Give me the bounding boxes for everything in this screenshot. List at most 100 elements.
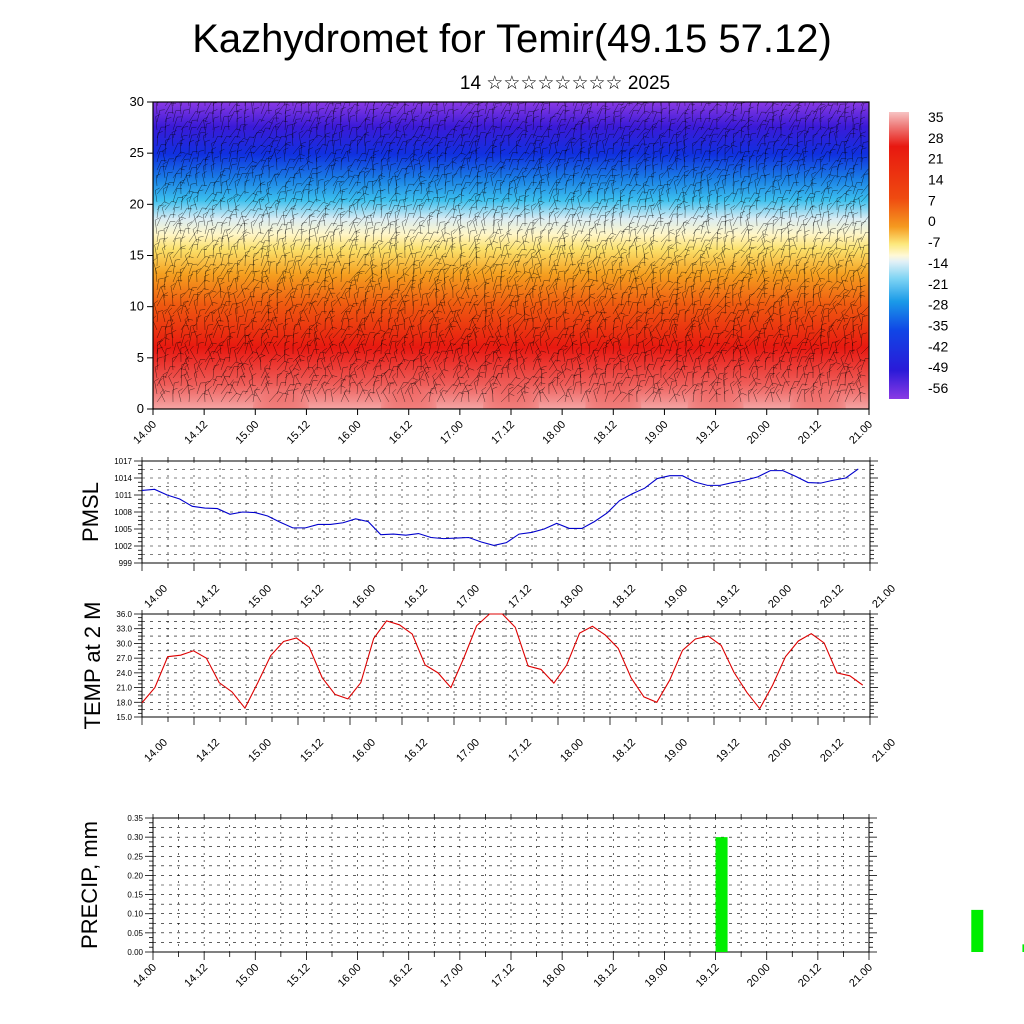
wind-barb bbox=[265, 380, 270, 395]
wind-barb bbox=[249, 290, 255, 307]
wind-barb bbox=[188, 274, 194, 291]
wind-barb bbox=[235, 306, 240, 323]
wind-barb bbox=[324, 123, 330, 139]
wind-barb bbox=[228, 213, 237, 227]
wind-barb bbox=[228, 235, 234, 251]
wind-barb bbox=[158, 378, 166, 395]
wind-barb bbox=[304, 307, 310, 323]
y-tick-label: 0.00 bbox=[127, 948, 143, 957]
y-tick-label: 0.05 bbox=[127, 929, 143, 938]
wind-barb bbox=[212, 203, 218, 219]
wind-barb bbox=[204, 380, 211, 395]
wind-barb bbox=[248, 377, 254, 395]
wind-barb bbox=[288, 266, 294, 283]
panel-grid bbox=[142, 614, 870, 717]
x-tick-label: 20.00 bbox=[766, 583, 794, 611]
x-tick-label: 15.00 bbox=[246, 583, 274, 611]
wind-barb bbox=[176, 340, 182, 355]
wind-barb bbox=[192, 226, 198, 243]
wind-barb bbox=[234, 178, 240, 195]
wind-barb bbox=[233, 290, 238, 307]
temperature-heatmap: 0 5 10 15 20 25 30 14.00 14.12 15.00 15.12 16.00 16… bbox=[130, 94, 876, 447]
wind-barb bbox=[260, 319, 273, 331]
wind-barb bbox=[196, 315, 202, 331]
wind-barb bbox=[260, 305, 272, 315]
precip-bar bbox=[971, 909, 984, 952]
precip-panel: 0.00 0.05 0.10 0.15 0.20 0.25 0.30 0.35 14.00 14.… bbox=[77, 814, 1024, 990]
wind-barb bbox=[228, 209, 240, 219]
wind-barb bbox=[156, 173, 161, 187]
wind-barb bbox=[283, 147, 289, 163]
y-tick-label: 0.30 bbox=[127, 833, 143, 842]
wind-barb bbox=[164, 333, 172, 347]
wind-barb bbox=[227, 267, 233, 283]
wind-barb bbox=[169, 314, 175, 331]
wind-barb bbox=[284, 134, 293, 147]
wind-barb bbox=[250, 146, 255, 163]
wind-barb bbox=[234, 347, 239, 363]
wind-barb bbox=[260, 150, 272, 163]
wind-barb bbox=[164, 221, 176, 235]
wind-barb bbox=[284, 227, 291, 243]
wind-barb bbox=[276, 372, 283, 387]
wind-barb bbox=[242, 229, 248, 243]
wind-barb bbox=[172, 206, 180, 219]
wind-barb bbox=[300, 129, 313, 139]
x-tick-label: 17.12 bbox=[506, 737, 534, 765]
y-tick-label: 0.20 bbox=[127, 871, 143, 880]
wind-barb bbox=[292, 153, 305, 163]
wind-barb bbox=[196, 291, 203, 307]
wind-barb bbox=[332, 181, 343, 195]
wind-barb bbox=[220, 170, 226, 187]
wind-barb bbox=[179, 102, 182, 115]
wind-barb bbox=[196, 309, 206, 323]
wind-barb bbox=[282, 235, 287, 251]
wind-barb bbox=[300, 200, 314, 211]
wind-barb bbox=[264, 268, 270, 283]
wind-barb bbox=[216, 315, 222, 331]
wind-barb bbox=[228, 135, 241, 147]
wind-barb bbox=[236, 269, 244, 283]
wind-barb bbox=[236, 301, 242, 315]
wind-barb bbox=[308, 147, 313, 163]
wind-barb bbox=[242, 124, 248, 139]
y-axis-label: TEMP at 2 M bbox=[80, 602, 105, 730]
wind-barb bbox=[289, 364, 294, 379]
wind-barb bbox=[244, 340, 254, 355]
colorbar-label: -42 bbox=[928, 338, 948, 354]
wind-barb bbox=[220, 210, 233, 219]
wind-barb bbox=[323, 245, 329, 259]
wind-barb bbox=[260, 331, 268, 347]
x-tick-label: 16.12 bbox=[402, 737, 430, 765]
wind-barb bbox=[332, 228, 340, 243]
wind-barb bbox=[268, 293, 274, 307]
wind-barb bbox=[172, 279, 183, 291]
wind-barb bbox=[156, 252, 163, 267]
wind-barb bbox=[204, 199, 218, 211]
wind-barb bbox=[208, 332, 214, 347]
x-tick-label: 19.00 bbox=[662, 737, 690, 765]
wind-barb bbox=[236, 223, 248, 235]
wind-barb bbox=[188, 244, 198, 259]
wind-barb bbox=[295, 355, 302, 371]
wind-barb bbox=[239, 355, 246, 371]
wind-barb bbox=[236, 191, 249, 203]
wind-barb bbox=[212, 320, 224, 331]
wind-barb bbox=[204, 220, 213, 235]
wind-barb bbox=[162, 147, 168, 163]
wind-barb bbox=[220, 102, 224, 107]
wind-barb bbox=[184, 316, 190, 331]
wind-barb bbox=[244, 102, 246, 107]
wind-barb bbox=[180, 109, 190, 123]
wind-barb bbox=[260, 355, 266, 371]
wind-barb bbox=[196, 150, 205, 163]
wind-barb bbox=[308, 180, 314, 195]
wind-barb bbox=[252, 191, 263, 203]
x-tick-label: 18.00 bbox=[558, 583, 586, 611]
wind-barb bbox=[162, 161, 168, 179]
wind-barb bbox=[153, 300, 159, 315]
wind-barb bbox=[321, 356, 326, 371]
wind-barb bbox=[329, 340, 334, 355]
y-tick-label: 0.10 bbox=[127, 910, 143, 919]
wind-barb bbox=[236, 138, 249, 147]
